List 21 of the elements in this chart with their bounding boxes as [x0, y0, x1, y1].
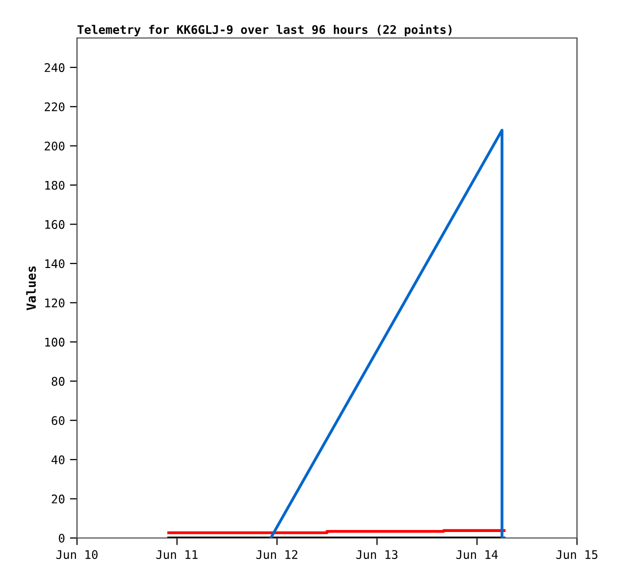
chart-title: Telemetry for KK6GLJ-9 over last 96 hours (22 points) [78, 24, 452, 36]
y-tick-label: 160 [45, 220, 64, 229]
y-tick-label: 100 [45, 338, 64, 347]
x-tick-label: Jun 13 [356, 550, 398, 560]
y-tick-label: 0 [58, 534, 64, 543]
x-tick-label: Jun 12 [256, 550, 298, 560]
y-tick-label: 80 [52, 376, 64, 386]
x-tick-label: Jun 11 [156, 550, 198, 560]
y-tick-label: 240 [44, 63, 64, 72]
y-tick-label: 220 [44, 102, 64, 112]
x-tick-label: Jun 14 [456, 550, 498, 560]
x-tick-label: Jun 15 [556, 550, 598, 560]
y-tick-label: 180 [45, 180, 64, 190]
y-tick-label: 40 [52, 455, 64, 464]
y-tick-label: 200 [44, 142, 64, 151]
y-axis-title: Values [26, 266, 36, 310]
y-tick-label: 60 [52, 416, 64, 426]
y-tick-label: 140 [45, 259, 64, 268]
y-tick-label: 120 [45, 298, 64, 308]
y-tick-label: 20 [52, 494, 64, 504]
x-tick-label: Jun 10 [56, 550, 98, 560]
